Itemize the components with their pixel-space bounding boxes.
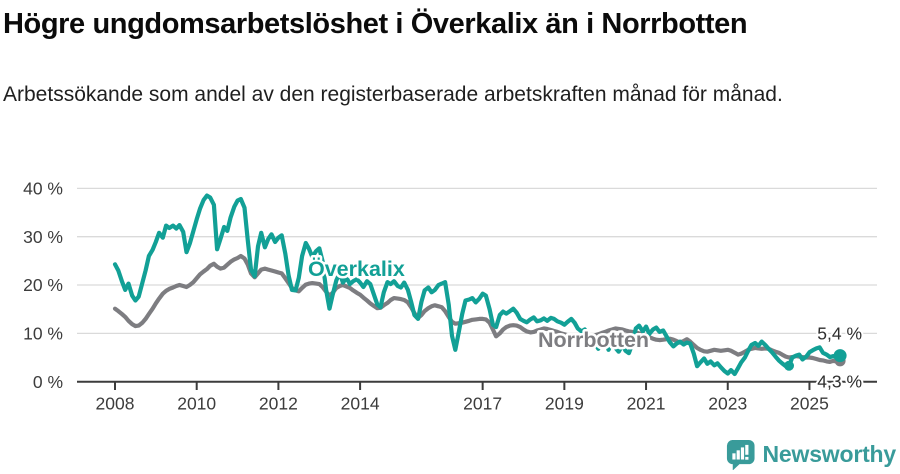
series-line [112,253,843,364]
series-marker-dot [784,360,795,371]
series-end-dot [833,349,847,363]
x-tick-label: 2021 [627,394,666,414]
y-tick-label: 10 % [23,324,63,344]
brand-footer: Newsworthy [725,438,896,470]
x-tick-label: 2025 [790,394,829,414]
y-tick-label: 30 % [23,227,63,247]
y-tick-label: 0 % [33,372,63,392]
x-tick-label: 2023 [708,394,747,414]
x-tick-label: 2010 [177,394,216,414]
x-tick-label: 2019 [545,394,584,414]
newsworthy-logo-icon [725,438,756,470]
series-line [112,193,843,377]
chart-subtitle: Arbetssökande som andel av den registerb… [3,83,783,106]
chart-title: Högre ungdomsarbetslöshet i Överkalix än… [3,8,748,40]
y-tick-label: 40 % [23,179,63,199]
y-tick-label: 20 % [23,275,63,295]
series-label: Norrbotten [538,328,649,352]
x-tick-label: 2017 [463,394,502,414]
brand-name: Newsworthy [762,440,897,467]
x-tick-label: 2014 [341,394,380,414]
x-tick-label: 2012 [259,394,298,414]
end-value-label: 4,3 % [817,372,862,392]
series-label: Överkalix [308,256,405,281]
x-tick-label: 2008 [96,394,135,414]
end-value-label: 5,4 % [817,324,862,344]
